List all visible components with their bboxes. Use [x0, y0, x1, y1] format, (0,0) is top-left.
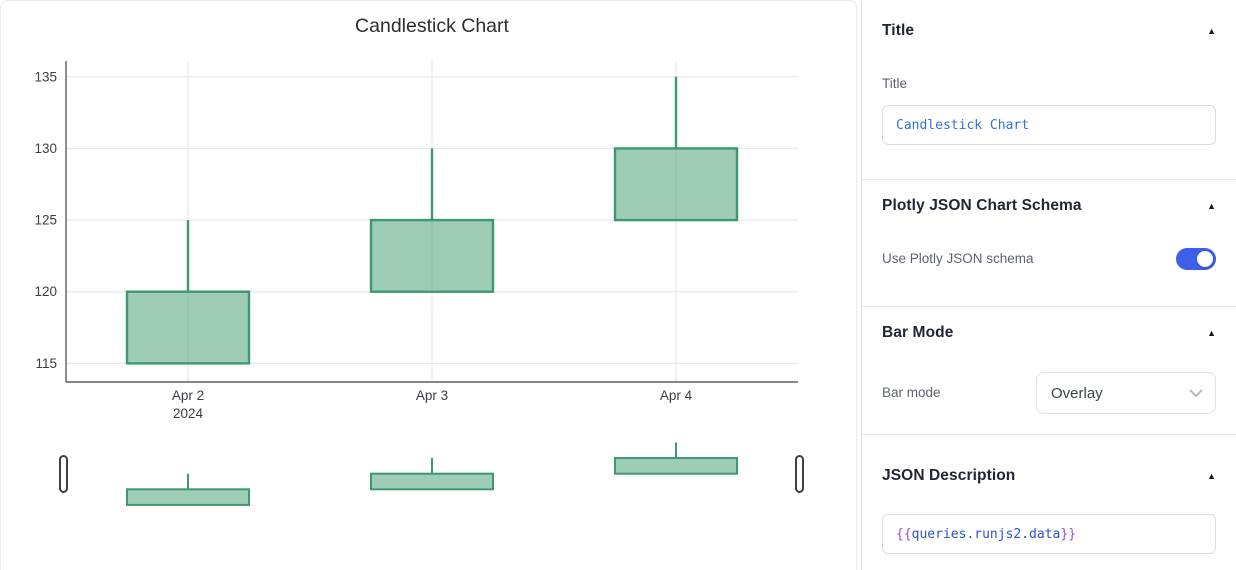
chart-text: Apr 2	[172, 388, 204, 403]
json-description-input[interactable]: {{queries.runjs2.data}}	[882, 514, 1216, 554]
candlestick-chart-card: 115 120 125 130 135 Apr 2 2024 Apr 3 Apr 4 Candle…	[0, 0, 857, 570]
section-title-text: Bar Mode	[882, 324, 954, 341]
bar-mode-select[interactable]: Overlay	[1036, 372, 1216, 414]
json-template-open: {{	[896, 526, 912, 542]
chart-text: 115	[35, 356, 57, 371]
section-header-title[interactable]: Title ▲	[882, 22, 1216, 40]
section-header-json-description[interactable]: JSON Description ▲	[882, 467, 1216, 485]
rangeslider-candle-0[interactable]	[126, 488, 250, 506]
collapse-icon[interactable]: ▲	[1207, 471, 1216, 481]
rangeslider-candle-2[interactable]	[614, 457, 738, 475]
use-plotly-schema-toggle[interactable]	[1176, 248, 1216, 270]
use-plotly-schema-row: Use Plotly JSON schema	[882, 248, 1216, 270]
main-candle-1[interactable]	[369, 218, 495, 293]
chart-text: 125	[34, 213, 57, 228]
chart-text: 120	[34, 284, 57, 299]
json-template-close: }}	[1060, 526, 1077, 542]
inspector-panel: Title ▲ Title Candlestick Chart Plotly J…	[861, 0, 1236, 570]
chart-text: 130	[34, 141, 57, 156]
section-header-plotly-schema[interactable]: Plotly JSON Chart Schema ▲	[882, 197, 1216, 215]
chart-text: Candlestick Chart	[355, 15, 509, 37]
collapse-icon[interactable]: ▲	[1207, 201, 1216, 211]
collapse-icon[interactable]: ▲	[1207, 328, 1216, 338]
main-candle-2[interactable]	[613, 147, 739, 222]
bar-mode-row: Bar mode Overlay	[882, 372, 1216, 414]
main-candle-0[interactable]	[125, 290, 251, 365]
bar-mode-selected-value: Overlay	[1051, 384, 1103, 402]
section-title-text: Plotly JSON Chart Schema	[882, 197, 1082, 214]
rangeslider-handle-left[interactable]	[59, 455, 68, 493]
chart-text: Apr 4	[660, 388, 693, 403]
bar-mode-label: Bar mode	[882, 385, 941, 400]
section-header-bar-mode[interactable]: Bar Mode ▲	[882, 324, 1216, 342]
json-template-body: queries.runjs2.data	[911, 526, 1061, 542]
chart-text: Apr 3	[416, 388, 448, 403]
chart-text: 135	[34, 69, 57, 84]
section-title-text: Title	[882, 22, 915, 39]
chart-text: 2024	[173, 406, 204, 421]
candlestick-chart[interactable]: 115 120 125 130 135 Apr 2 2024 Apr 3 Apr 4 Candle…	[1, 1, 857, 570]
collapse-icon[interactable]: ▲	[1207, 26, 1216, 36]
toggle-knob	[1197, 251, 1213, 267]
section-title-text: JSON Description	[882, 467, 1016, 484]
rangeslider-candle-1[interactable]	[370, 472, 494, 491]
section-divider	[862, 306, 1236, 307]
section-divider	[862, 179, 1236, 180]
use-plotly-schema-label: Use Plotly JSON schema	[882, 251, 1034, 266]
title-field-label: Title	[882, 76, 908, 91]
section-divider	[862, 434, 1236, 435]
title-input-value: Candlestick Chart	[896, 117, 1030, 133]
title-input[interactable]: Candlestick Chart	[882, 105, 1216, 145]
rangeslider-handle-right[interactable]	[795, 455, 804, 493]
chevron-down-icon	[1189, 389, 1203, 398]
